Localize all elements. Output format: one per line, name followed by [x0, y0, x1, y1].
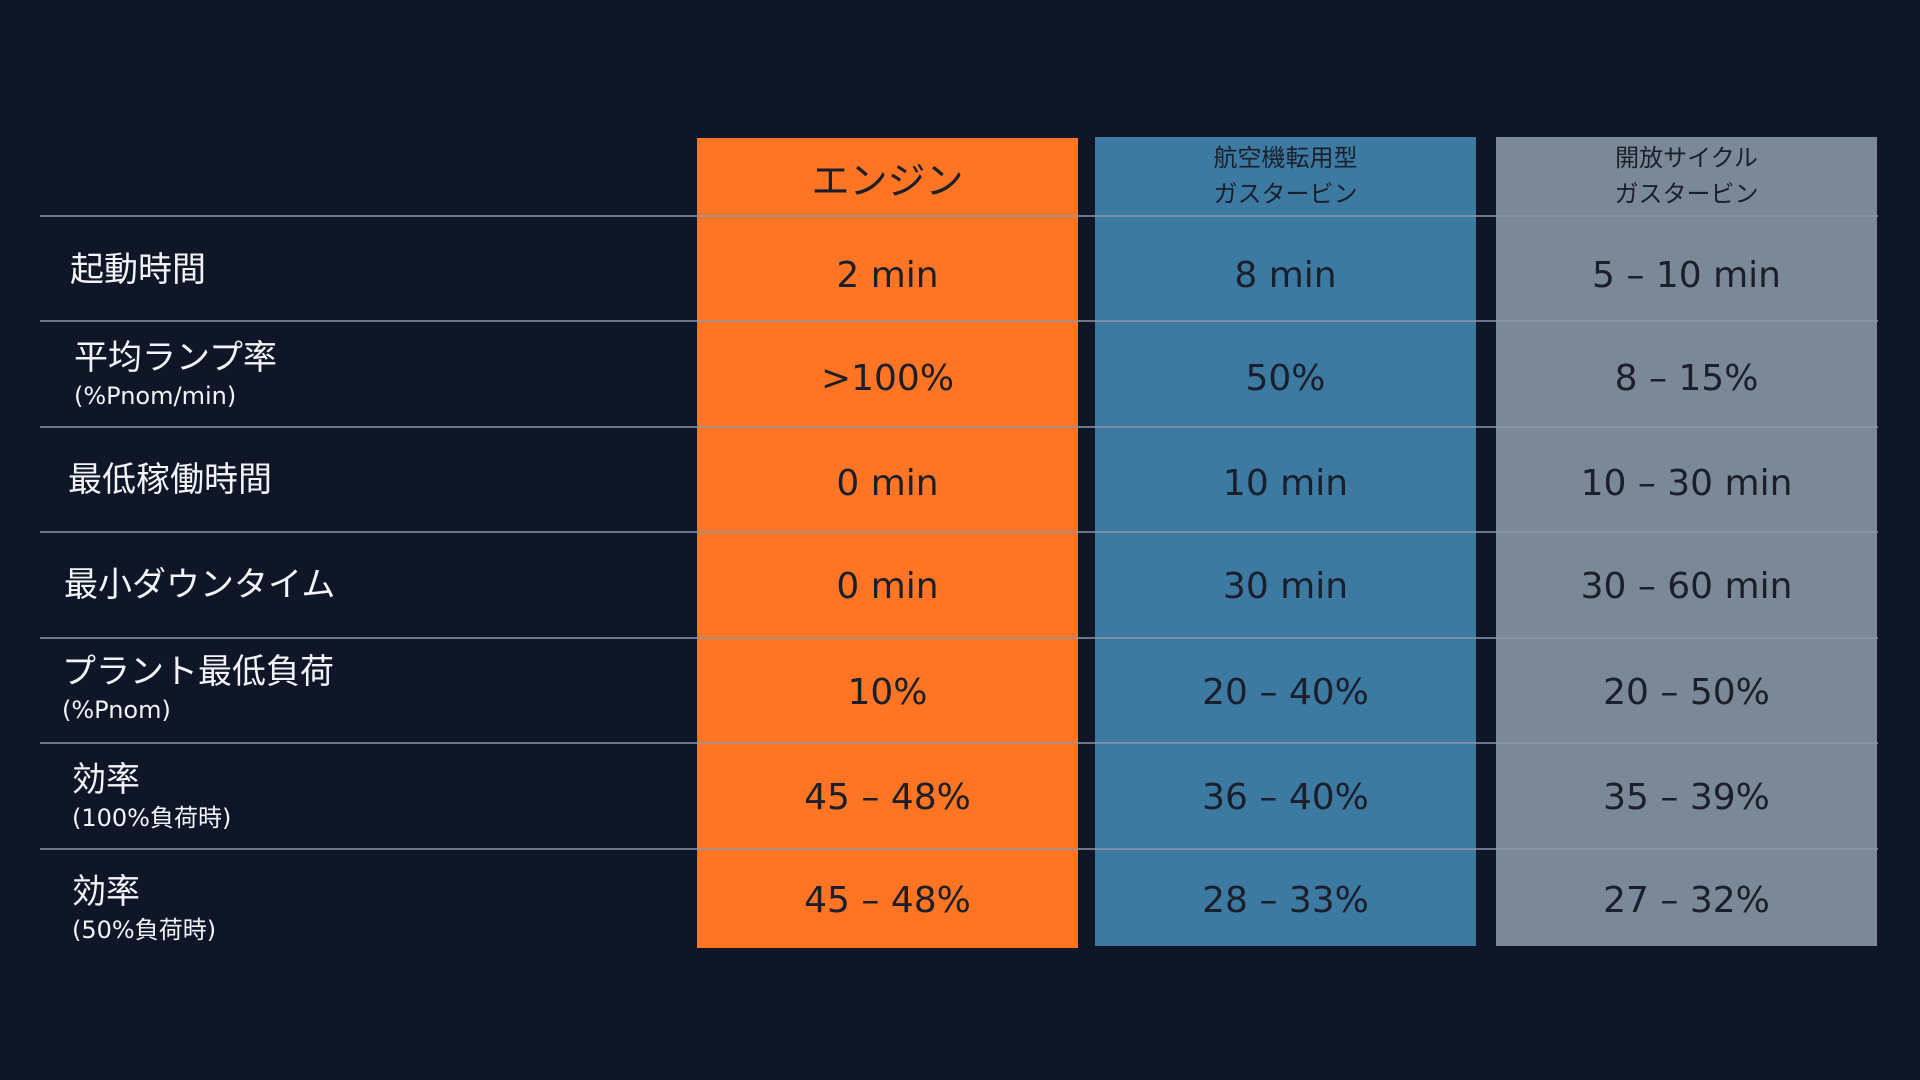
row-divider — [40, 320, 1878, 322]
row-label-main: プラント最低負荷 — [62, 652, 334, 692]
table-cell: 5 – 10 min — [1592, 254, 1781, 296]
table-cell: 27 – 32% — [1603, 879, 1770, 921]
table-cell: 30 min — [1222, 565, 1349, 607]
row-divider — [40, 531, 1878, 533]
column-header-line: ガスタービン — [1213, 180, 1358, 208]
table-cell: 10 min — [1222, 462, 1349, 504]
row-label-main: 平均ランプ率 — [74, 338, 277, 378]
column-header-line: 航空機転用型 — [1213, 144, 1358, 172]
column-header-line: ガスタービン — [1614, 180, 1759, 208]
row-label-main: 効率 — [72, 760, 140, 800]
table-cell: 36 – 40% — [1202, 776, 1369, 818]
table-cell: 10 – 30 min — [1580, 462, 1793, 504]
column-header-line: エンジン — [811, 158, 964, 203]
row-label-main: 効率 — [72, 872, 140, 912]
column-header-aero-gas-turbine: 航空機転用型 ガスタービン — [1095, 137, 1476, 215]
table-cell: 50% — [1245, 357, 1326, 399]
row-label-main: 最低稼働時間 — [68, 460, 272, 500]
column-aero-gas-turbine: 航空機転用型 ガスタービン — [1095, 137, 1476, 946]
table-cell: 8 – 15% — [1614, 357, 1759, 399]
row-label-sub: (100%負荷時) — [72, 804, 232, 832]
row-label-min-plant-load: プラント最低負荷 (%Pnom) — [62, 636, 662, 740]
row-divider — [40, 637, 1878, 639]
row-divider — [40, 426, 1878, 428]
table-cell: 10% — [847, 671, 928, 713]
table-cell: 20 – 50% — [1603, 671, 1770, 713]
table-cell: 30 – 60 min — [1580, 565, 1793, 607]
table-cell: 2 min — [836, 254, 939, 296]
row-label-efficiency-full-load: 効率 (100%負荷時) — [72, 744, 672, 848]
table-cell: 28 – 33% — [1202, 879, 1369, 921]
row-label-sub: (%Pnom/min) — [74, 382, 237, 410]
row-divider — [40, 742, 1878, 744]
row-label-min-downtime: 最小ダウンタイム — [64, 533, 664, 637]
table-cell: 0 min — [836, 565, 939, 607]
table-cell: 35 – 39% — [1603, 776, 1770, 818]
table-cell: >100% — [820, 357, 955, 399]
row-label-startup-time: 起動時間 — [70, 218, 670, 322]
row-label-main: 最小ダウンタイム — [64, 565, 336, 605]
row-label-efficiency-half-load: 効率 (50%負荷時) — [72, 856, 672, 960]
row-divider — [40, 848, 1878, 850]
table-cell: 20 – 40% — [1202, 671, 1369, 713]
column-header-engine: エンジン — [697, 138, 1078, 216]
column-engine: エンジン — [697, 138, 1078, 948]
column-header-open-cycle-gas-turbine: 開放サイクル ガスタービン — [1496, 137, 1877, 215]
column-open-cycle-gas-turbine: 開放サイクル ガスタービン — [1496, 137, 1877, 946]
row-label-min-run-time: 最低稼働時間 — [68, 428, 668, 532]
row-label-sub: (50%負荷時) — [72, 916, 217, 944]
table-cell: 0 min — [836, 462, 939, 504]
column-header-line: 開放サイクル — [1615, 144, 1758, 172]
row-label-main: 起動時間 — [70, 250, 206, 290]
header-divider — [40, 215, 1878, 217]
row-label-sub: (%Pnom) — [62, 696, 171, 724]
table-cell: 8 min — [1234, 254, 1337, 296]
table-cell: 45 – 48% — [804, 776, 971, 818]
table-cell: 45 – 48% — [804, 879, 971, 921]
row-label-ramp-rate: 平均ランプ率 (%Pnom/min) — [74, 322, 674, 426]
